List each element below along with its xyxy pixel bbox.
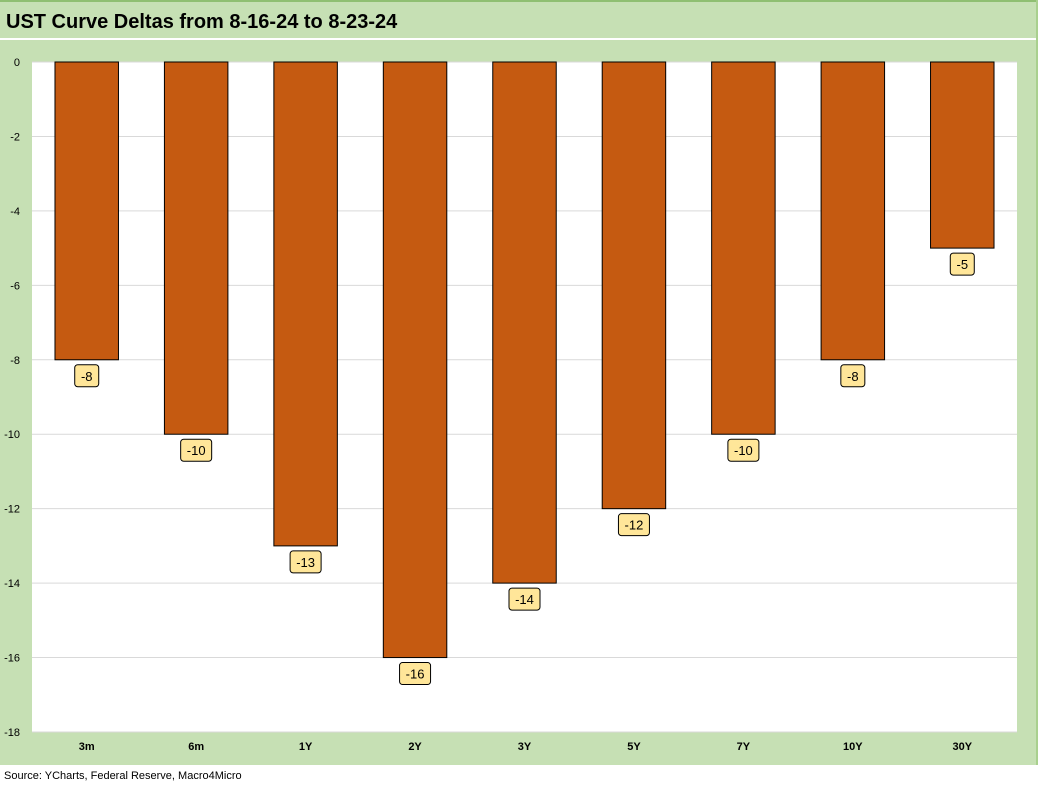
data-label-text: -16 (406, 667, 425, 682)
data-label-text: -8 (847, 369, 859, 384)
x-tick-label: 2Y (408, 741, 422, 753)
data-label-1Y: -13 (289, 550, 322, 574)
bar-chart: 0-2-4-6-8-10-12-14-16-18 -8-10-13-16-14-… (4, 57, 1017, 753)
y-tick-label: -12 (4, 504, 20, 516)
data-label-3Y: -14 (508, 587, 541, 611)
data-label-box (180, 438, 213, 462)
bars (54, 61, 995, 659)
data-label-box (949, 252, 975, 276)
title-bar: UST Curve Deltas from 8-16-24 to 8-23-24 (0, 0, 1036, 40)
y-tick-label: -6 (10, 280, 20, 292)
data-label-text: -14 (515, 592, 534, 607)
data-label-text: -5 (956, 257, 968, 272)
data-label-7Y: -10 (727, 438, 760, 462)
bar-10Y (820, 61, 886, 361)
x-tick-label: 5Y (627, 741, 641, 753)
x-tick-label: 7Y (737, 741, 751, 753)
data-label-5Y: -12 (617, 513, 650, 537)
data-label-box (617, 513, 650, 537)
data-labels: -8 -10 -13 -16 -14 -12 -10 -8 -5 (74, 252, 975, 686)
y-tick-label: -4 (10, 206, 20, 218)
bar-3Y (492, 61, 557, 584)
data-label-text: -13 (296, 555, 315, 570)
y-tick-label: -2 (10, 131, 20, 143)
y-tick-label: -8 (10, 355, 20, 367)
data-label-30Y: -5 (949, 252, 975, 276)
x-tick-label: 6m (188, 741, 204, 753)
data-label-box (840, 364, 866, 388)
y-tick-label: -16 (4, 653, 20, 665)
y-axis: 0 -2 -4 -6 -8 -10 -12 -14 -16 -18 (4, 57, 20, 739)
x-tick-label: 1Y (299, 741, 313, 753)
data-label-text: -10 (734, 443, 753, 458)
x-tick-label: 10Y (843, 741, 863, 753)
chart-title: UST Curve Deltas from 8-16-24 to 8-23-24 (6, 11, 398, 33)
data-label-box (727, 438, 760, 462)
data-label-box (289, 550, 322, 574)
y-tick-label: -10 (4, 429, 20, 441)
data-label-3m: -8 (74, 364, 100, 388)
x-axis: 3m 6m 1Y 2Y 3Y 5Y 7Y 10Y 30Y (79, 741, 973, 753)
data-label-box (399, 662, 432, 686)
bar-7Y (711, 61, 776, 435)
x-tick-label: 30Y (952, 741, 972, 753)
source-note: Source: YCharts, Federal Reserve, Macro4… (4, 770, 242, 782)
data-label-box (508, 587, 541, 611)
x-tick-label: 3m (79, 741, 95, 753)
bar-6m (163, 61, 229, 435)
data-label-box (74, 364, 100, 388)
data-label-2Y: -16 (399, 662, 432, 686)
y-tick-label: -14 (4, 578, 20, 590)
bar-2Y (382, 61, 448, 659)
bar-3m (54, 61, 119, 361)
bar-5Y (601, 61, 667, 510)
bar-1Y (273, 61, 338, 547)
data-label-6m: -10 (180, 438, 213, 462)
data-label-text: -12 (625, 518, 644, 533)
data-label-text: -10 (187, 443, 206, 458)
y-tick-label: 0 (14, 57, 20, 69)
bar-30Y (930, 61, 995, 249)
y-tick-label: -18 (4, 727, 20, 739)
x-tick-label: 3Y (518, 741, 532, 753)
data-label-text: -8 (81, 369, 93, 384)
data-label-10Y: -8 (840, 364, 866, 388)
